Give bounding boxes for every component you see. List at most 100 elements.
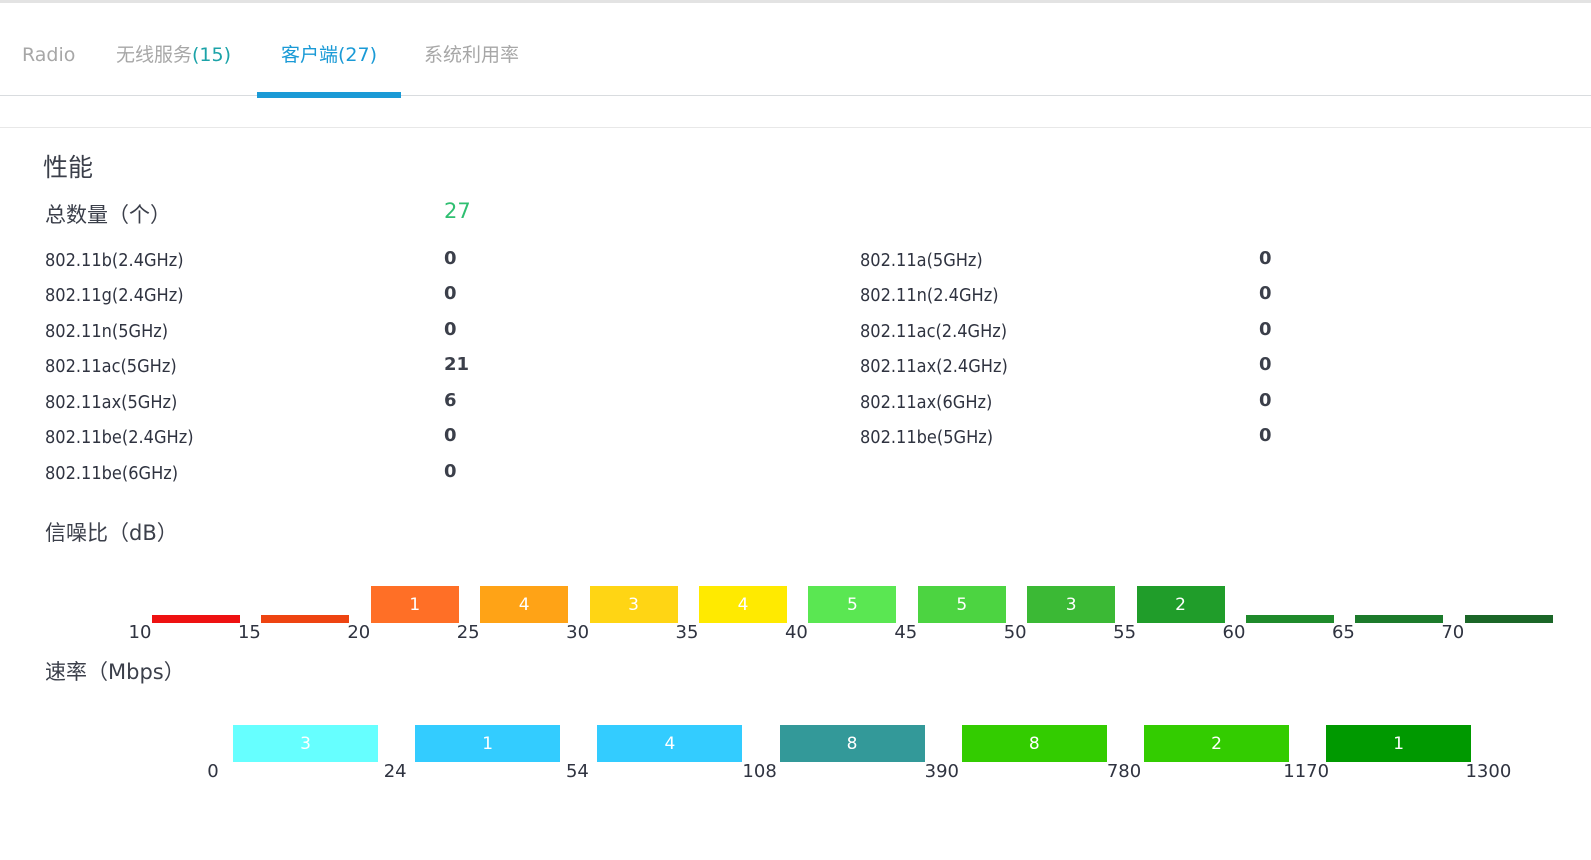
rate-tick-label: 390 [924, 761, 959, 782]
snr-bar [261, 615, 350, 623]
tab-wireless-services-count: (15) [192, 44, 232, 66]
snr-tick-label: 55 [1113, 622, 1137, 643]
tab-clients-label: 客户端 [281, 44, 339, 66]
snr-tick-label: 65 [1331, 622, 1355, 643]
snr-bar: 1 [370, 586, 459, 623]
row-label-80211be-24: 802.11be(2.4GHz) [45, 427, 194, 448]
rate-bar: 2 [1144, 725, 1289, 762]
row-label-80211ax-6: 802.11ax(6GHz) [860, 392, 993, 413]
tab-radio[interactable]: Radio [22, 3, 75, 95]
top-border [0, 0, 1591, 3]
row-value-80211g-24: 0 [444, 283, 457, 304]
snr-bar: 4 [699, 586, 787, 623]
rate-title: 速率（Mbps） [45, 660, 185, 684]
snr-bar-count: 4 [737, 594, 749, 615]
section-title: 性能 [43, 153, 94, 182]
snr-bar-count: 4 [518, 594, 530, 615]
row-label-80211ax-5: 802.11ax(5GHz) [45, 392, 178, 413]
row-value-80211be-6: 0 [444, 461, 457, 482]
row-value-80211ax-24: 0 [1259, 354, 1272, 375]
rate-tick-label: 1300 [1465, 761, 1512, 782]
snr-bar [1246, 615, 1334, 623]
row-value-80211ax-5: 6 [444, 390, 457, 411]
rate-bar-count: 2 [1211, 733, 1222, 754]
rate-tick-label: 108 [742, 761, 777, 782]
tab-bar: Radio 无线服务(15) 客户端(27) 系统利用率 [0, 3, 1591, 98]
snr-tick-label: 20 [347, 622, 371, 643]
snr-bar: 4 [480, 586, 569, 623]
rate-bar: 1 [1326, 725, 1472, 762]
snr-tick-label: 70 [1441, 622, 1465, 643]
rate-tick-label: 0 [207, 761, 219, 782]
snr-bar: 2 [1136, 586, 1225, 623]
snr-bar-count: 1 [409, 594, 421, 615]
row-label-80211ax-24: 802.11ax(2.4GHz) [860, 356, 1008, 377]
row-value-80211n-5: 0 [444, 319, 457, 340]
tab-system-utilization-label: 系统利用率 [424, 44, 520, 66]
snr-bar [1355, 615, 1444, 623]
tab-clients[interactable]: 客户端(27) [281, 3, 377, 95]
snr-bar: 5 [808, 586, 897, 623]
row-label-80211b-24: 802.11b(2.4GHz) [45, 250, 184, 271]
row-value-80211ac-24: 0 [1259, 319, 1272, 340]
snr-bar: 3 [589, 586, 678, 623]
rate-tick-label: 24 [383, 761, 407, 782]
row-value-80211n-24: 0 [1259, 283, 1272, 304]
tab-system-utilization[interactable]: 系统利用率 [424, 3, 519, 95]
rate-bar-count: 8 [1028, 733, 1040, 754]
snr-bar-count: 3 [1065, 594, 1077, 615]
row-label-80211n-24: 802.11n(2.4GHz) [860, 285, 999, 306]
rate-bar-count: 4 [664, 733, 676, 754]
row-label-80211ac-5: 802.11ac(5GHz) [45, 356, 177, 377]
tab-wireless-services[interactable]: 无线服务(15) [116, 3, 231, 95]
rate-bar-count: 8 [846, 733, 858, 754]
snr-bar-count: 5 [956, 594, 968, 615]
snr-bar-count: 3 [628, 594, 639, 615]
snr-tick-label: 50 [1003, 622, 1027, 643]
rate-bar-count: 3 [300, 733, 311, 754]
row-value-80211a-5: 0 [1259, 248, 1272, 269]
row-value-80211be-24: 0 [444, 425, 457, 446]
snr-bar: 3 [1027, 586, 1116, 623]
row-value-80211be-5: 0 [1259, 425, 1272, 446]
row-label-80211ac-24: 802.11ac(2.4GHz) [860, 321, 1008, 342]
row-value-80211b-24: 0 [444, 248, 457, 269]
row-value-80211ac-5: 21 [444, 354, 470, 375]
tab-wireless-services-label: 无线服务 [116, 44, 193, 66]
rate-bar: 8 [779, 725, 925, 762]
rate-bar: 1 [415, 725, 561, 762]
rate-tick-label: 780 [1106, 761, 1142, 782]
snr-tick-label: 15 [237, 622, 261, 643]
snr-tick-label: 45 [894, 622, 918, 643]
row-label-80211g-24: 802.11g(2.4GHz) [45, 285, 184, 306]
snr-bar-count: 5 [846, 594, 858, 615]
rate-bar: 8 [961, 725, 1107, 762]
rate-bar: 3 [233, 725, 378, 762]
row-value-80211ax-6: 0 [1259, 390, 1272, 411]
snr-bar: 5 [917, 586, 1006, 623]
row-label-80211be-5: 802.11be(5GHz) [860, 427, 994, 448]
rate-tick-label: 54 [565, 761, 589, 782]
snr-tick-label: 40 [784, 622, 808, 643]
rate-bar-count: 1 [1393, 733, 1405, 754]
divider [0, 127, 1591, 128]
snr-bar [152, 615, 240, 623]
snr-bar [1464, 615, 1553, 623]
snr-tick-label: 30 [566, 622, 590, 643]
total-count-label: 总数量（个） [45, 203, 171, 227]
rate-tick-label: 1170 [1283, 761, 1330, 782]
active-tab-indicator [257, 92, 401, 98]
snr-tick-label: 10 [128, 622, 152, 643]
rate-bar: 4 [597, 725, 743, 762]
rate-bar-count: 1 [482, 733, 494, 754]
tab-clients-count: (27) [338, 44, 378, 66]
tab-radio-label: Radio [22, 44, 76, 66]
row-label-80211n-5: 802.11n(5GHz) [45, 321, 169, 342]
row-label-80211a-5: 802.11a(5GHz) [860, 250, 983, 271]
total-count-value: 27 [444, 199, 471, 223]
snr-bar-count: 2 [1175, 594, 1186, 615]
snr-tick-label: 25 [456, 622, 480, 643]
row-label-80211be-6: 802.11be(6GHz) [45, 463, 179, 484]
snr-tick-label: 60 [1222, 622, 1246, 643]
snr-title: 信噪比（dB） [45, 521, 178, 545]
